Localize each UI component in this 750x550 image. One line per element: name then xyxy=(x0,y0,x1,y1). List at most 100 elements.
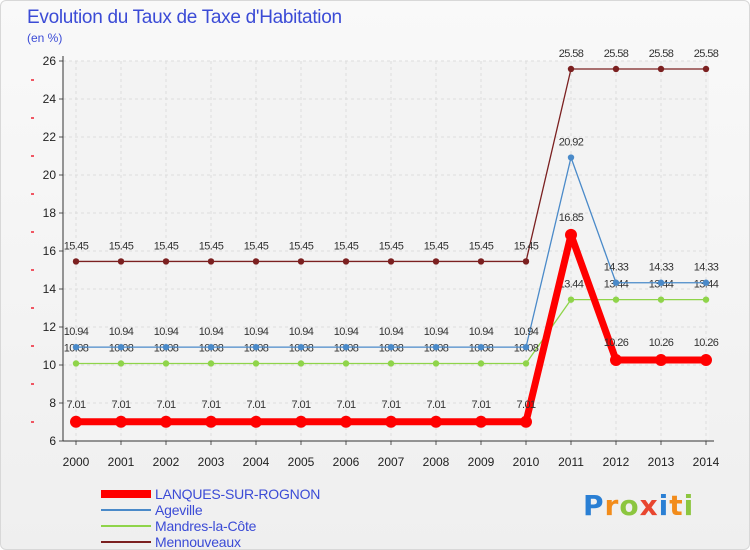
x-tick-label: 2004 xyxy=(243,455,270,469)
data-point xyxy=(657,65,665,73)
data-label: 7.01 xyxy=(111,399,130,411)
chart-unit-label: (en %) xyxy=(27,31,63,45)
data-point xyxy=(342,258,350,265)
data-point xyxy=(117,360,125,367)
data-label: 10.94 xyxy=(469,326,494,338)
data-label: 7.01 xyxy=(516,399,535,411)
data-point xyxy=(700,354,712,367)
data-label: 15.45 xyxy=(199,240,224,252)
data-label: 25.58 xyxy=(559,48,584,60)
data-label: 15.45 xyxy=(109,240,134,252)
data-label: 15.45 xyxy=(154,240,179,252)
data-point xyxy=(612,65,620,73)
logo-letter: x xyxy=(639,489,659,522)
data-point xyxy=(70,415,82,428)
data-label: 10.26 xyxy=(694,337,719,349)
x-tick-label: 2002 xyxy=(153,455,180,469)
data-point xyxy=(432,360,440,367)
x-tick-label: 2006 xyxy=(333,455,360,469)
legend-item: Mandres-la-Côte xyxy=(101,518,320,534)
legend-swatch xyxy=(101,541,151,543)
data-point xyxy=(610,354,622,367)
legend-item: LANQUES-SUR-ROGNON xyxy=(101,486,320,502)
data-point xyxy=(207,360,215,367)
data-point xyxy=(160,415,172,428)
data-point xyxy=(207,343,215,351)
data-point xyxy=(295,415,307,428)
data-label: 7.01 xyxy=(156,399,175,411)
data-point xyxy=(72,360,80,367)
data-point xyxy=(252,360,260,367)
data-point xyxy=(702,279,710,286)
data-point xyxy=(117,343,125,351)
plot-area xyxy=(63,61,709,441)
data-label: 10.94 xyxy=(109,326,134,338)
x-tick-label: 2010 xyxy=(513,455,540,469)
data-label: 7.01 xyxy=(381,399,400,411)
data-point xyxy=(567,65,575,73)
data-label: 10.94 xyxy=(64,326,89,338)
data-label: 15.45 xyxy=(379,240,404,252)
x-tick-label: 2005 xyxy=(288,455,315,469)
data-label: 10.94 xyxy=(334,326,359,338)
chart-title: Evolution du Taux de Taxe d'Habitation xyxy=(27,7,342,28)
data-label: 10.94 xyxy=(199,326,224,338)
y-tick-label: 22 xyxy=(43,130,57,144)
data-point xyxy=(612,279,620,286)
x-tick-label: 2012 xyxy=(603,455,630,469)
data-label: 15.45 xyxy=(64,240,89,252)
y-tick-label: 10 xyxy=(43,358,57,372)
logo-letter: t xyxy=(669,489,684,522)
data-label: 15.45 xyxy=(424,240,449,252)
data-point xyxy=(342,360,350,367)
data-point xyxy=(475,415,487,428)
data-label: 10.94 xyxy=(424,326,449,338)
legend-swatch xyxy=(101,525,151,527)
data-point xyxy=(432,343,440,351)
data-label: 15.45 xyxy=(334,240,359,252)
y-tick-label: 6 xyxy=(49,434,56,448)
data-label: 7.01 xyxy=(471,399,490,411)
data-label: 25.58 xyxy=(604,48,629,60)
data-point xyxy=(565,228,577,241)
data-label: 25.58 xyxy=(694,48,719,60)
logo-letter: P xyxy=(583,489,605,522)
data-label: 13.44 xyxy=(559,279,584,291)
y-tick-label: 12 xyxy=(43,320,57,334)
y-tick-label: 8 xyxy=(49,396,56,410)
logo-letter: i xyxy=(658,489,670,522)
data-label: 7.01 xyxy=(201,399,220,411)
data-point xyxy=(387,343,395,351)
data-label: 10.26 xyxy=(604,337,629,349)
data-label: 10.26 xyxy=(649,337,674,349)
data-point xyxy=(72,343,80,351)
y-tick-label: 20 xyxy=(43,168,57,182)
x-tick-label: 2000 xyxy=(63,455,90,469)
data-point xyxy=(655,354,667,367)
data-point xyxy=(342,343,350,351)
x-tick-label: 2008 xyxy=(423,455,450,469)
data-label: 10.94 xyxy=(514,326,539,338)
legend-label: LANQUES-SUR-ROGNON xyxy=(155,486,321,502)
logo-letter: i xyxy=(683,489,695,522)
data-point xyxy=(657,296,665,303)
data-point xyxy=(385,415,397,428)
data-point xyxy=(432,258,440,265)
data-label: 10.94 xyxy=(289,326,314,338)
series-mandres-la-c-te: 10.0810.0810.0810.0810.0810.0810.0810.08… xyxy=(64,279,719,367)
series-ageville: 10.94 10.94 10.94 10.94 10.94 10.94 10.94 10.94… xyxy=(64,137,719,351)
data-point xyxy=(207,258,215,265)
legend-item: Mennouveaux xyxy=(101,534,320,549)
data-point xyxy=(520,415,532,428)
data-label: 7.01 xyxy=(336,399,355,411)
data-label: 16.85 xyxy=(559,212,584,224)
x-tick-label: 2013 xyxy=(648,455,675,469)
data-label: 10.94 xyxy=(379,326,404,338)
data-point xyxy=(72,258,80,265)
data-point xyxy=(477,360,485,367)
data-point xyxy=(522,343,530,351)
data-point xyxy=(162,343,170,351)
data-point xyxy=(522,360,530,367)
data-point xyxy=(297,360,305,367)
